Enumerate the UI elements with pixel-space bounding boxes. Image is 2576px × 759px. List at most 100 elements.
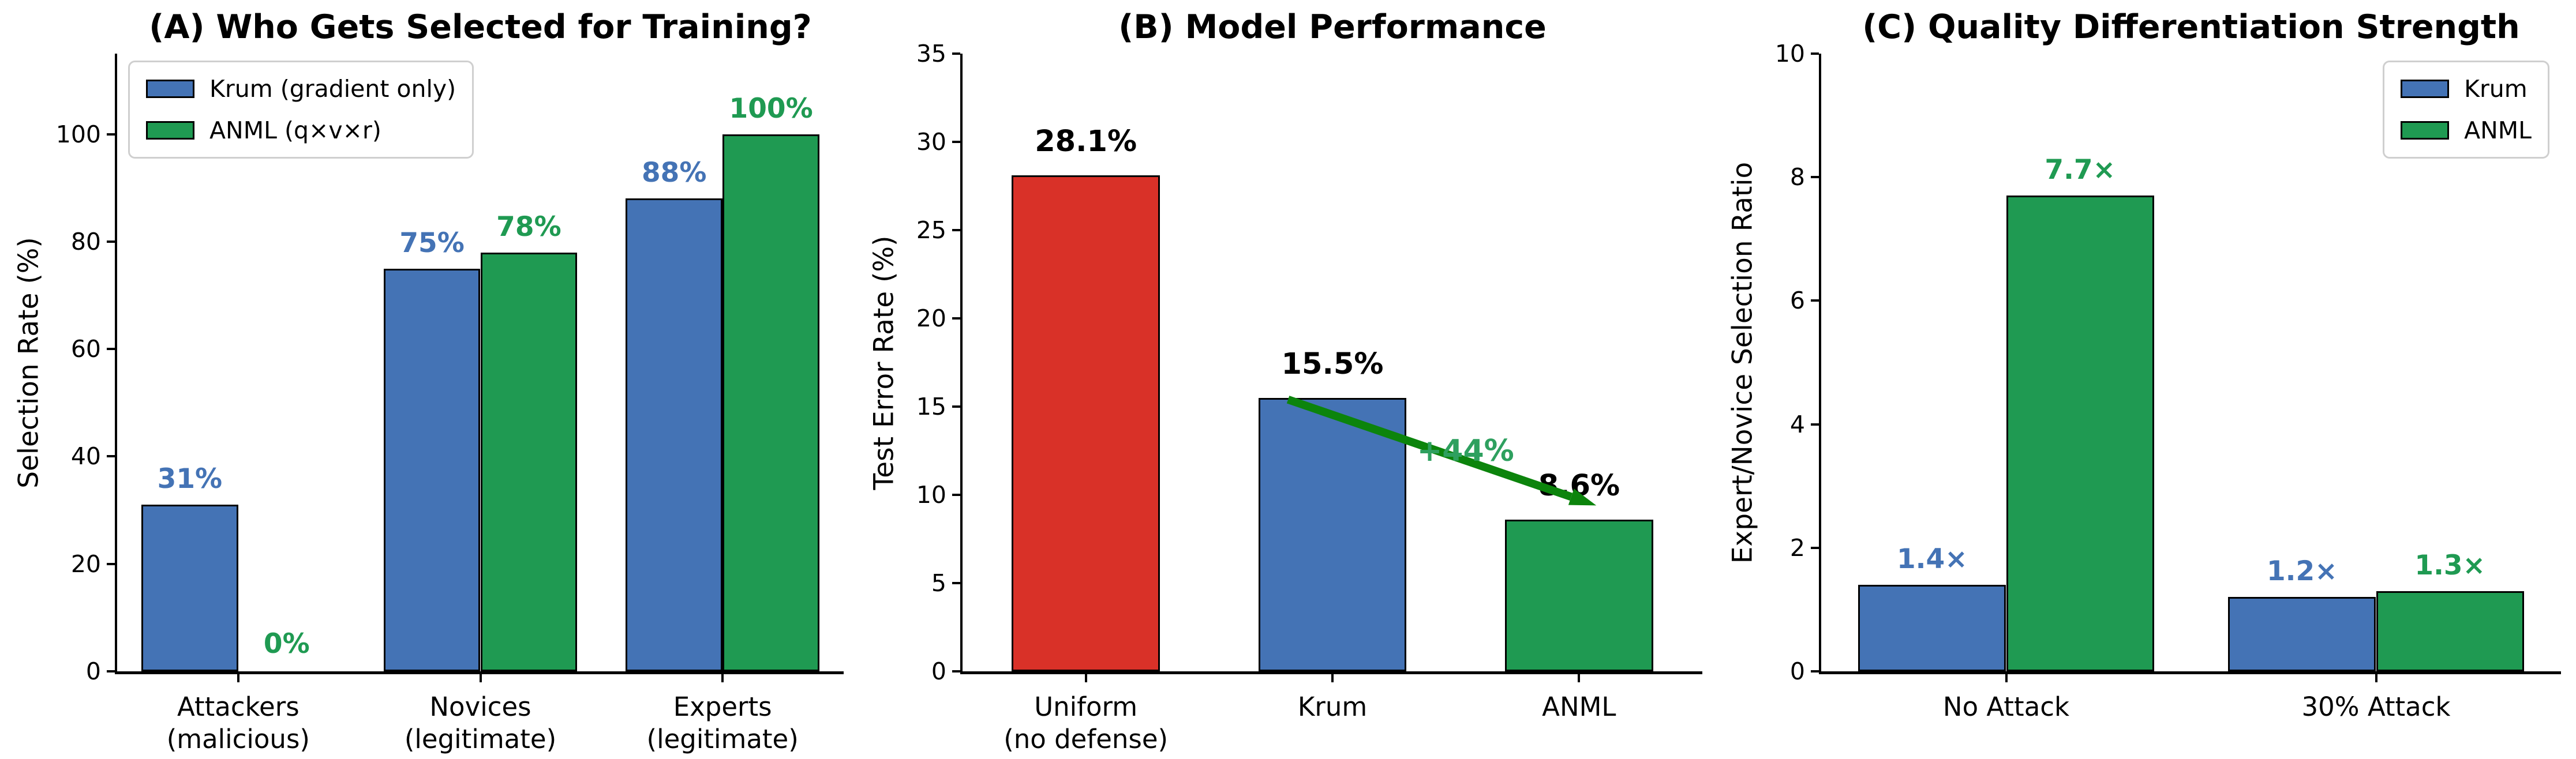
y-tick-label: 10 (916, 481, 946, 509)
y-tick-mark (107, 133, 115, 136)
y-tick-mark (952, 141, 960, 143)
panel-a-title: (A) Who Gets Selected for Training? (149, 8, 812, 46)
y-tick-label: 80 (70, 227, 101, 255)
y-tick-label: 15 (916, 393, 946, 420)
y-tick-mark (952, 582, 960, 584)
x-tick-label: Experts (legitimate) (646, 692, 799, 755)
x-tick-label: ANML (1542, 692, 1616, 722)
bar-value-label: 100% (729, 92, 813, 125)
y-tick-label: 0 (1789, 657, 1805, 685)
x-axis-spine (960, 671, 1702, 674)
panel-a: (A) Who Gets Selected for Training? Sele… (0, 0, 859, 759)
x-tick-mark (479, 674, 482, 682)
y-tick-label: 35 (916, 40, 946, 67)
y-tick-mark (1811, 176, 1819, 179)
bar-value-label: 28.1% (1035, 125, 1137, 159)
legend-swatch-icon (2401, 121, 2450, 140)
x-tick-label: Novices (legitimate) (404, 692, 557, 755)
panel-b-ylabel: Test Error Rate (%) (868, 235, 900, 490)
y-tick-mark (952, 52, 960, 55)
bar-a-1-1 (480, 252, 578, 671)
legend-item-krum: Krum (2401, 75, 2532, 103)
y-tick-label: 0 (931, 657, 946, 685)
legend-swatch-icon (146, 121, 194, 140)
bar-a-2-1 (722, 134, 820, 671)
bar-value-label: 78% (496, 211, 561, 243)
y-tick-label: 2 (1789, 533, 1805, 562)
x-tick-mark (237, 674, 239, 682)
y-tick-mark (107, 455, 115, 458)
legend-swatch-icon (146, 80, 194, 98)
bar-c-1-1 (2376, 591, 2524, 671)
y-tick-mark (1811, 52, 1819, 55)
bar-value-label: 1.2× (2266, 555, 2338, 588)
bar-value-label: 1.4× (1896, 543, 1968, 576)
x-tick-label: Krum (1297, 692, 1368, 722)
bar-value-label: 31% (157, 463, 223, 495)
bar-value-label: 1.3× (2414, 549, 2486, 581)
y-tick-mark (107, 240, 115, 243)
legend-item-anml: ANML (2401, 117, 2532, 144)
x-tick-label: Uniform (no defense) (1004, 692, 1169, 755)
bar-a-2-0 (626, 198, 723, 671)
bar-value-label: 15.5% (1281, 347, 1384, 381)
x-tick-label: Attackers (malicious) (166, 692, 310, 755)
y-tick-mark (1811, 299, 1819, 302)
legend-item-label: ANML (q×v×r) (209, 117, 381, 144)
y-tick-label: 5 (931, 569, 946, 597)
y-tick-label: 100 (55, 120, 101, 148)
legend-item-label: Krum (gradient only) (209, 75, 456, 103)
legend-item-label: ANML (2464, 117, 2532, 144)
x-axis-spine (1819, 671, 2561, 674)
bar-value-label: 7.7× (2045, 154, 2116, 186)
bar-value-label: 0% (263, 628, 310, 660)
x-tick-label: 30% Attack (2301, 692, 2451, 722)
y-tick-mark (952, 494, 960, 496)
bar-value-label: 88% (641, 157, 707, 189)
y-tick-mark (952, 670, 960, 672)
y-tick-mark (1811, 546, 1819, 549)
y-tick-label: 30 (916, 128, 946, 156)
y-tick-mark (952, 317, 960, 320)
y-tick-mark (952, 229, 960, 231)
y-tick-mark (107, 562, 115, 565)
bar-c-1-0 (2228, 597, 2376, 671)
y-tick-mark (107, 670, 115, 672)
improvement-annotation-label: +44% (1417, 433, 1514, 468)
y-tick-label: 20 (70, 550, 101, 578)
bar-a-1-0 (383, 268, 481, 671)
legend-item-anml: ANML (q×v×r) (146, 117, 456, 144)
bar-b-2-0 (1505, 519, 1653, 671)
y-tick-label: 25 (916, 216, 946, 244)
y-tick-mark (1811, 423, 1819, 426)
legend: Krum ANML (2383, 61, 2549, 159)
x-axis-spine (115, 671, 844, 674)
panel-c-title: (C) Quality Differentiation Strength (1862, 8, 2520, 46)
legend-item-krum: Krum (gradient only) (146, 75, 456, 103)
y-tick-label: 10 (1774, 40, 1805, 67)
y-tick-mark (1811, 670, 1819, 672)
legend-swatch-icon (2401, 80, 2450, 98)
x-tick-mark (1331, 674, 1334, 682)
y-tick-label: 20 (916, 305, 946, 332)
legend-item-label: Krum (2464, 75, 2528, 103)
y-tick-label: 6 (1789, 287, 1805, 315)
panel-c: (C) Quality Differentiation Strength Exp… (1717, 0, 2576, 759)
y-tick-label: 0 (85, 657, 101, 685)
y-tick-label: 4 (1789, 410, 1805, 438)
y-tick-label: 8 (1789, 163, 1805, 191)
bar-value-label: 75% (399, 227, 465, 259)
panel-c-ylabel: Expert/Novice Selection Ratio (1727, 161, 1759, 563)
bar-b-1-0 (1258, 397, 1407, 671)
x-tick-mark (2375, 674, 2377, 682)
x-tick-mark (2005, 674, 2008, 682)
y-tick-mark (107, 348, 115, 351)
bar-a-0-0 (141, 505, 238, 671)
panel-b-title: (B) Model Performance (1118, 8, 1547, 46)
y-axis-spine (960, 54, 963, 674)
y-axis-spine (1819, 54, 1821, 674)
bar-c-0-0 (1858, 585, 2006, 671)
x-tick-label: No Attack (1942, 692, 2070, 722)
x-tick-mark (1578, 674, 1581, 682)
